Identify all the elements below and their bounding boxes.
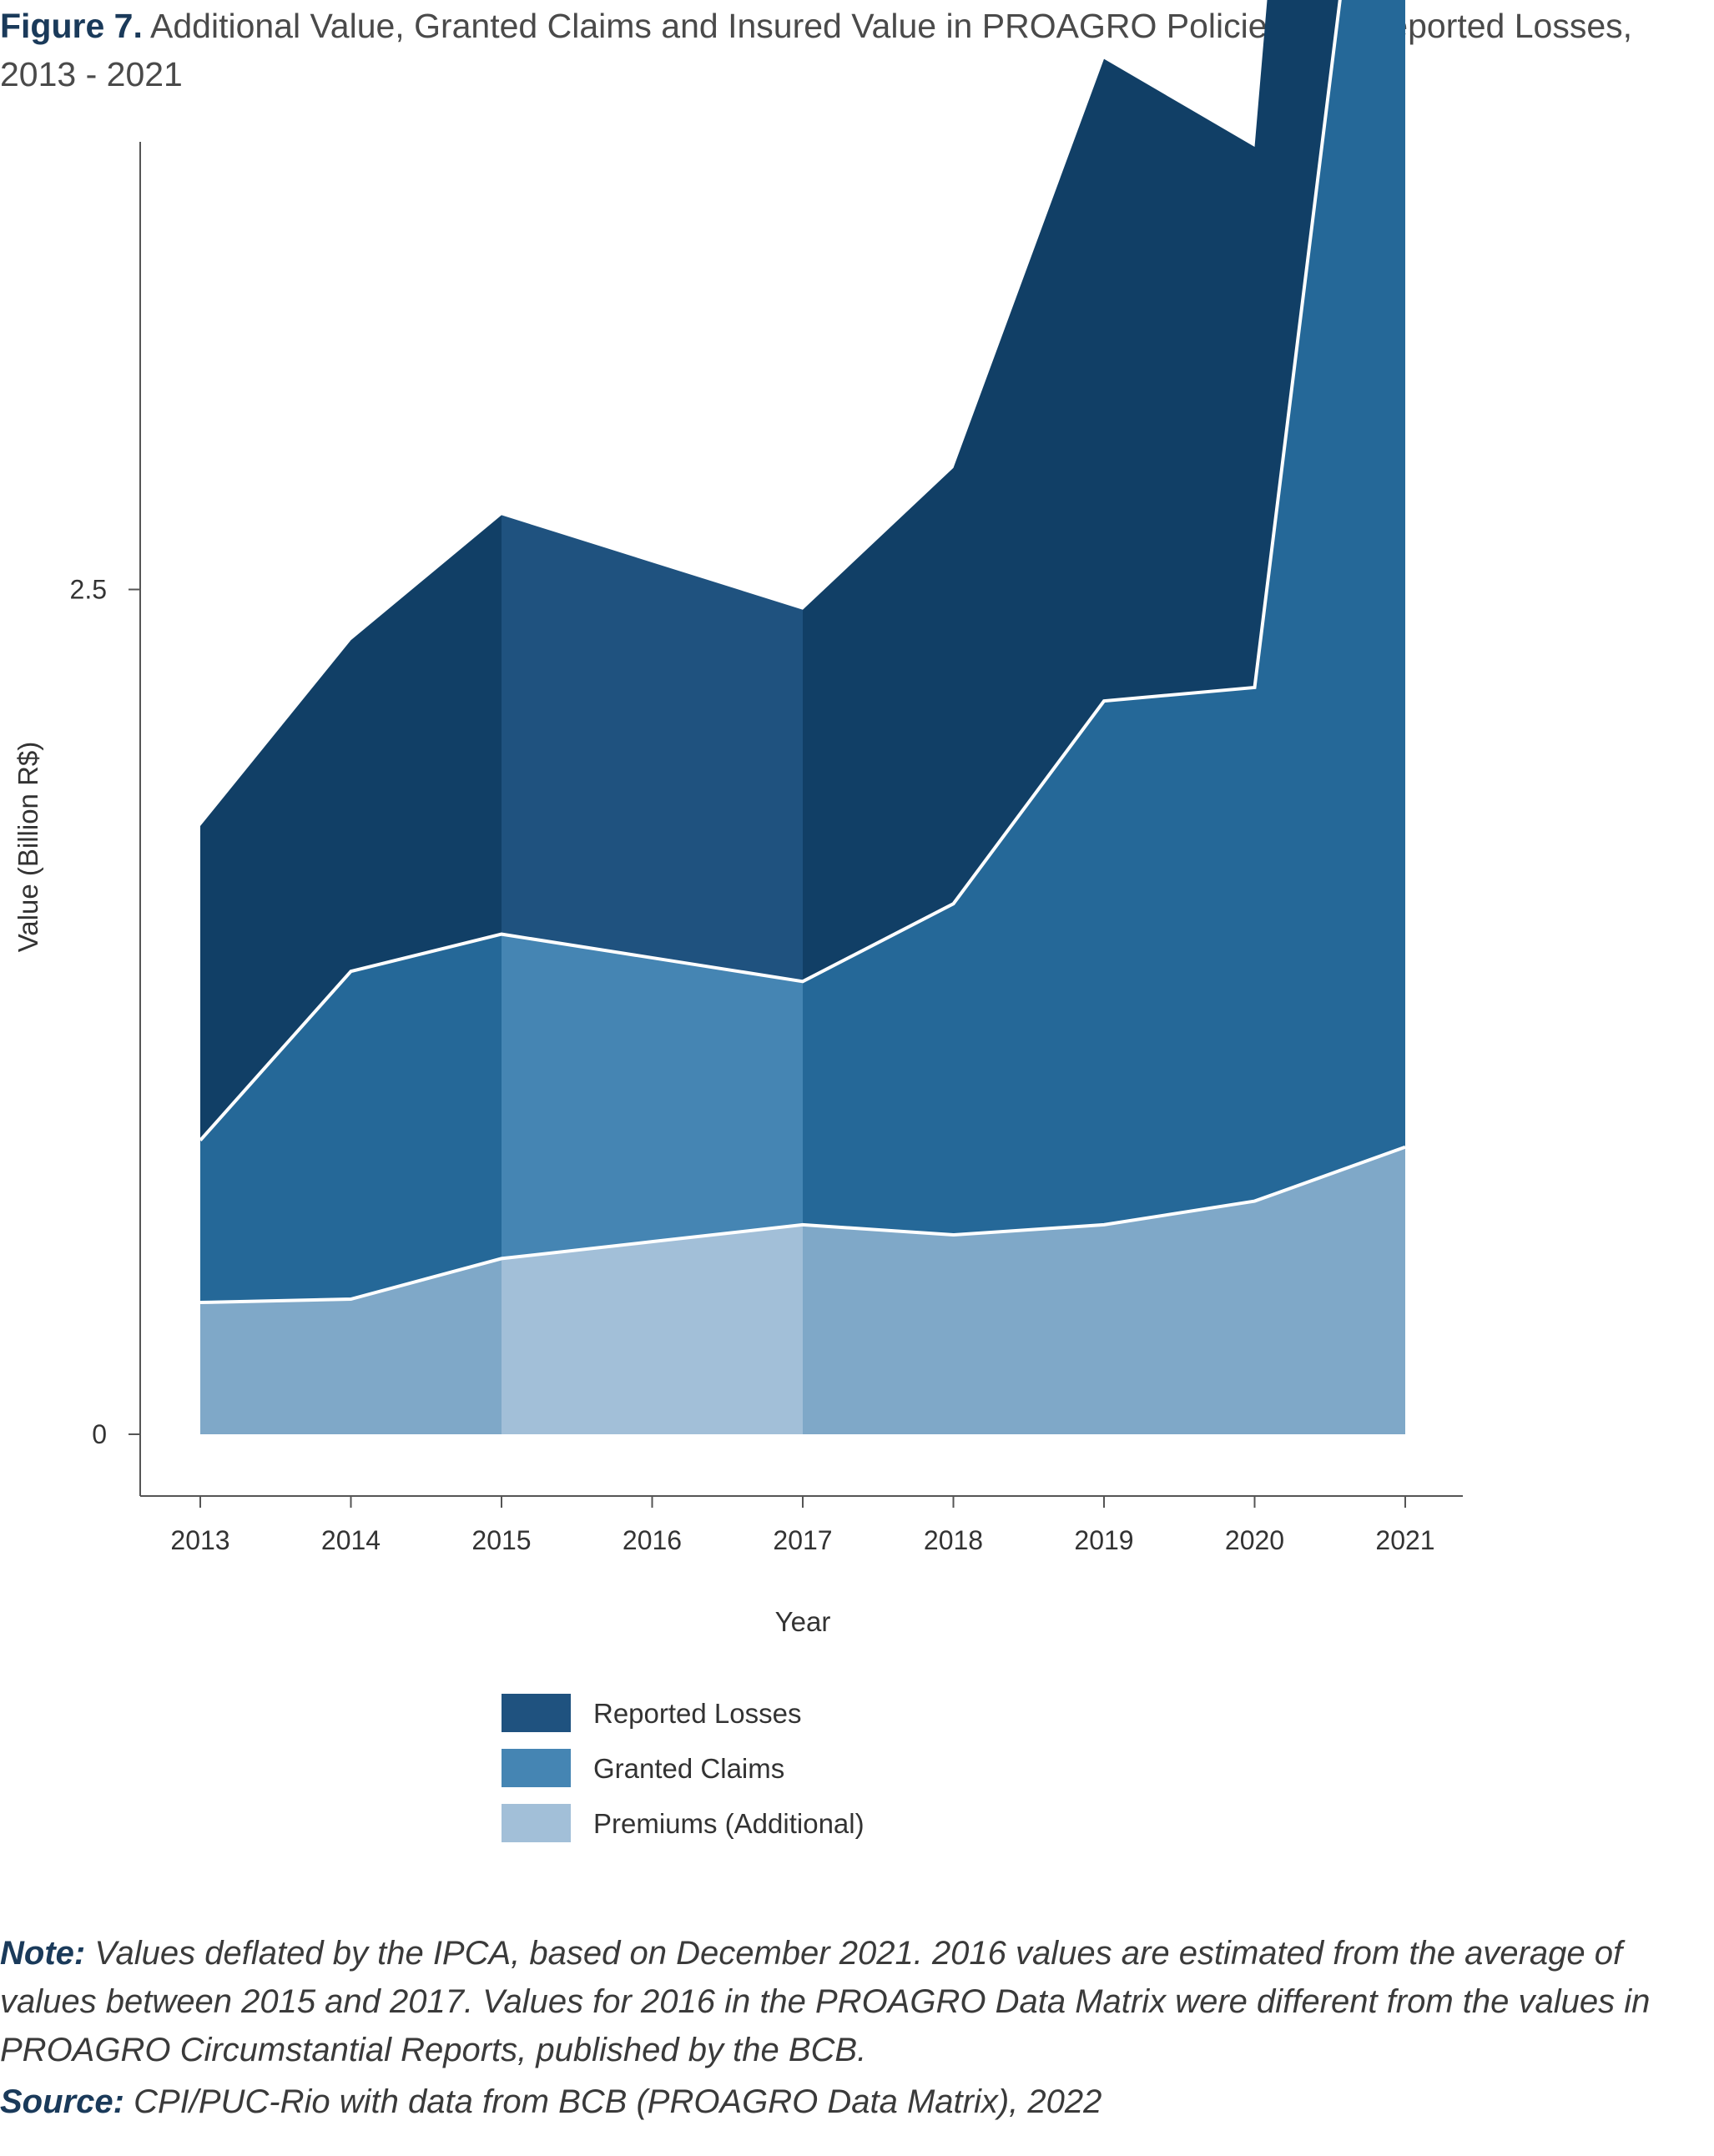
chart-areas xyxy=(200,0,1405,1434)
x-tick-label: 2021 xyxy=(1375,1525,1434,1555)
x-tick-label: 2016 xyxy=(623,1525,682,1555)
note-text: Values deflated by the IPCA, based on De… xyxy=(0,1935,1651,2068)
area-granted-claims-segment-2 xyxy=(803,0,1405,1434)
x-tick-label: 2017 xyxy=(773,1525,832,1555)
legend-label: Granted Claims xyxy=(593,1753,784,1784)
chart-boundaries xyxy=(199,0,1406,1305)
source-label: Source: xyxy=(0,2083,124,2120)
x-tick-label: 2018 xyxy=(924,1525,983,1555)
y-tick-label: 0 xyxy=(92,1419,107,1449)
area-premiums-additional--segment-0 xyxy=(200,1258,502,1434)
x-tick-label: 2014 xyxy=(321,1525,381,1555)
legend-swatch-granted-claims xyxy=(502,1749,571,1787)
legend-swatch-reported-losses xyxy=(502,1694,571,1732)
area-premiums-additional--segment-1 xyxy=(502,1224,803,1434)
chart-axes: 02.55.07.5201320142015201620172018201920… xyxy=(70,142,1463,1555)
figure-label: Figure 7. xyxy=(0,7,143,45)
x-tick-label: 2019 xyxy=(1074,1525,1133,1555)
note-label: Note: xyxy=(0,1935,86,1972)
boundary-line-granted-claims xyxy=(199,0,1342,1141)
x-tick-label: 2013 xyxy=(170,1525,229,1555)
area-premiums-additional--segment-2 xyxy=(803,1146,1405,1434)
legend-label: Premiums (Additional) xyxy=(593,1808,865,1839)
boundary-line-premiums-additional- xyxy=(199,1145,1406,1305)
y-axis-label: Value (Billion R$) xyxy=(13,742,43,953)
figure-source: Source: CPI/PUC-Rio with data from BCB (… xyxy=(0,2078,1714,2126)
x-axis-label: Year xyxy=(775,1606,831,1637)
y-tick-label: 2.5 xyxy=(70,575,107,605)
legend-label: Reported Losses xyxy=(593,1698,801,1729)
source-text: CPI/PUC-Rio with data from BCB (PROAGRO … xyxy=(134,2083,1102,2120)
chart-legend: Reported Losses Granted Claims Premiums (A… xyxy=(502,1694,865,1842)
figure-note: Note: Values deflated by the IPCA, based… xyxy=(0,1929,1714,2074)
legend-swatch-premiums-additional- xyxy=(502,1804,571,1842)
x-tick-label: 2020 xyxy=(1225,1525,1284,1555)
x-tick-label: 2015 xyxy=(471,1525,531,1555)
area-chart: 02.55.07.5201320142015201620172018201920… xyxy=(13,0,1463,1842)
